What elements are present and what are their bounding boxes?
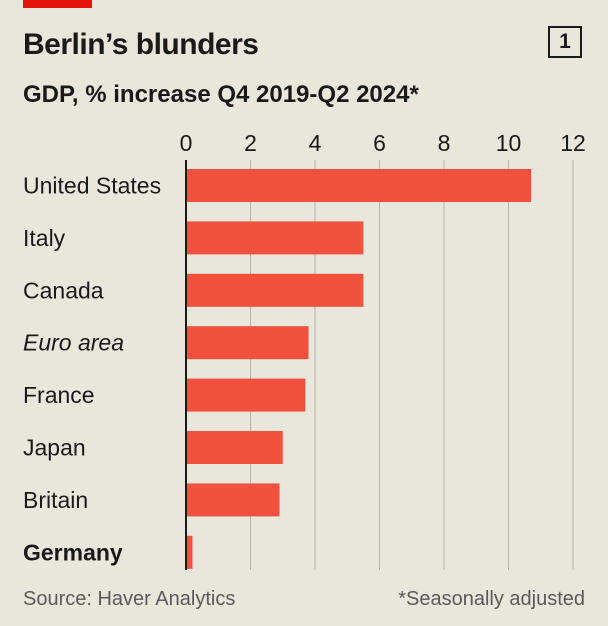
- x-tick-label: 2: [244, 130, 257, 156]
- category-label: United States: [23, 173, 161, 199]
- category-label: Britain: [23, 487, 88, 513]
- category-label: Canada: [23, 277, 104, 303]
- source-note: Source: Haver Analytics: [23, 588, 236, 610]
- bar: [186, 221, 364, 255]
- category-label: Euro area: [23, 330, 124, 356]
- footnote: *Seasonally adjusted: [398, 588, 585, 610]
- x-tick-label: 8: [438, 130, 451, 156]
- brand-red-bar: [23, 0, 92, 8]
- x-tick-label: 0: [180, 130, 193, 156]
- chart-number-badge: 1: [548, 26, 582, 58]
- chart-subtitle: GDP, % increase Q4 2019-Q2 2024*: [23, 81, 419, 108]
- chart-title: Berlin’s blunders: [23, 28, 259, 61]
- category-label: Italy: [23, 225, 66, 251]
- x-tick-label: 6: [373, 130, 386, 156]
- bar: [186, 483, 280, 517]
- category-label: France: [23, 382, 95, 408]
- bar: [186, 535, 193, 569]
- x-tick-label: 12: [560, 130, 586, 156]
- bar: [186, 273, 364, 307]
- bar: [186, 431, 283, 464]
- x-tick-label: 10: [496, 130, 522, 156]
- bar: [186, 169, 532, 202]
- x-tick-label: 4: [309, 130, 322, 156]
- bar: [186, 326, 309, 360]
- category-label: Japan: [23, 435, 86, 461]
- bar: [186, 378, 306, 412]
- category-label: Germany: [23, 539, 123, 565]
